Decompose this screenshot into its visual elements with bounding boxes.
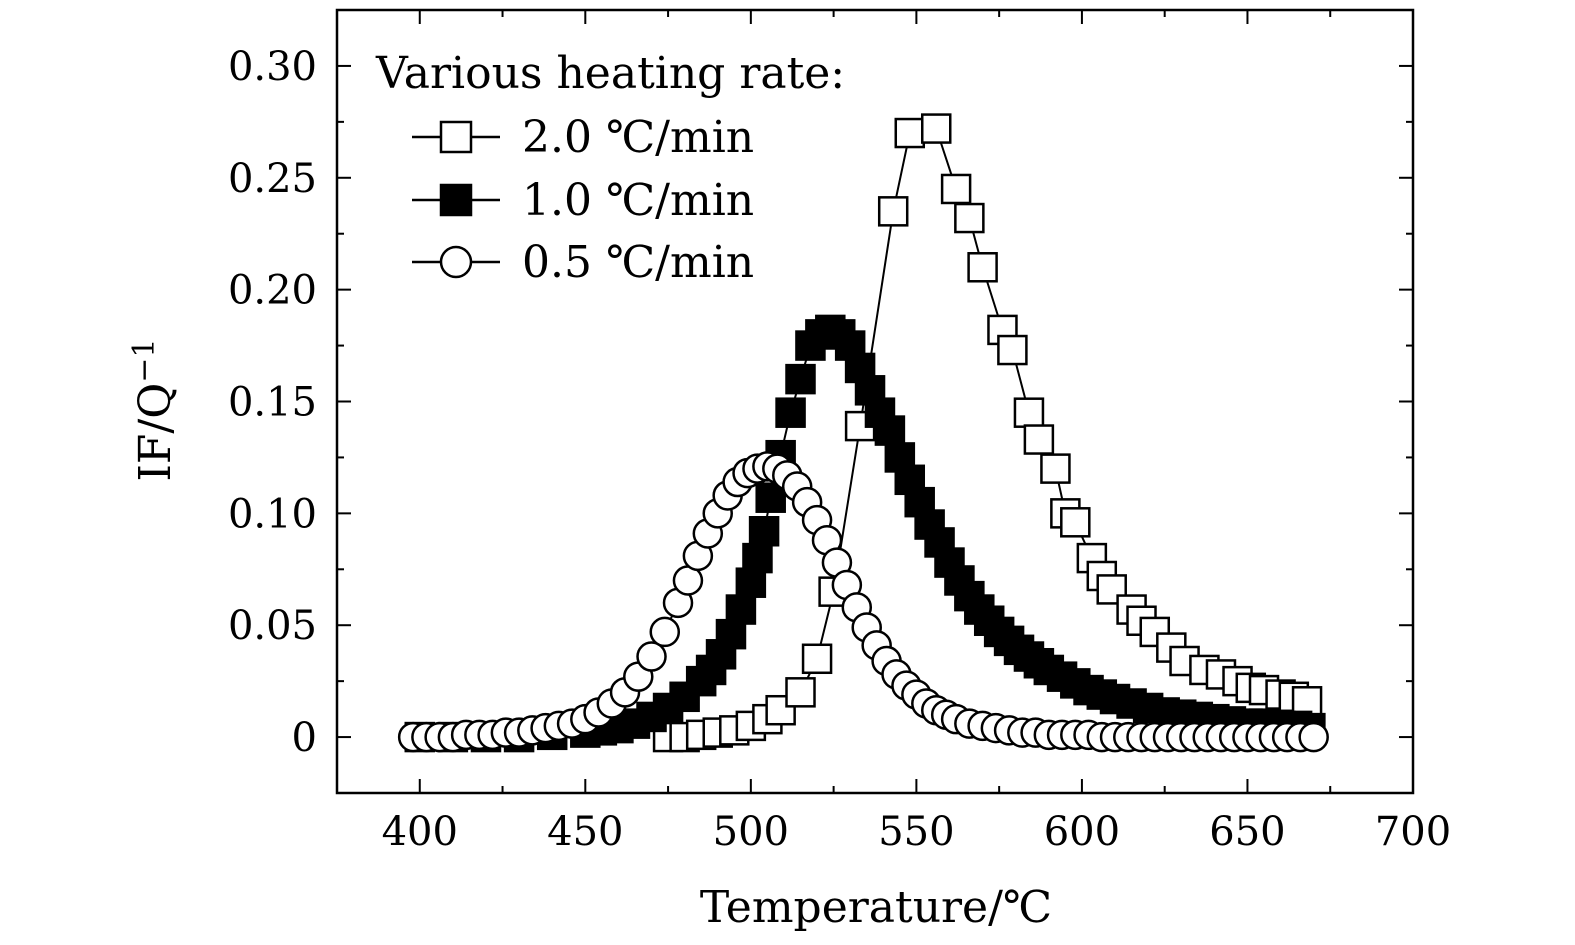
data-point — [1040, 453, 1071, 484]
legend-label: 2.0 ℃/min — [522, 112, 754, 163]
legend-title: Various heating rate: — [375, 48, 845, 99]
data-point — [725, 594, 757, 625]
data-point — [954, 202, 985, 234]
legend-label: 1.0 ℃/min — [522, 175, 754, 226]
data-point — [649, 616, 681, 648]
x-tick-label: 600 — [1044, 809, 1120, 855]
x-tick-label: 700 — [1375, 809, 1451, 855]
axes-layer: 400 450 500 550 600 650 700 0 0.05 0.10 0.15 0.20 0.… — [127, 8, 1451, 933]
y-axis-label-superscript: −1 — [127, 338, 162, 382]
data-point — [785, 677, 816, 708]
y-tick-label: 0.15 — [228, 380, 317, 426]
y-tick-label: 0 — [292, 715, 317, 761]
x-tick-label: 500 — [713, 809, 789, 855]
legend-label: 0.5 ℃/min — [522, 237, 754, 288]
data-point — [1013, 397, 1045, 428]
y-tick-label: 0.30 — [228, 44, 317, 90]
data-point — [785, 363, 816, 395]
x-tick-label: 450 — [547, 809, 623, 855]
data-point — [940, 173, 972, 205]
y-tick-label: 0.05 — [228, 603, 317, 649]
series-2 — [397, 451, 1329, 753]
data-point — [801, 643, 833, 675]
series-0 — [652, 113, 1323, 753]
data-point — [1291, 686, 1323, 717]
y-tick-label: 0.10 — [228, 491, 317, 537]
legend-marker — [439, 120, 473, 154]
data-point — [874, 415, 906, 446]
y-axis-label: IF/Q−1 — [127, 338, 181, 481]
x-axis-label: Temperature/℃ — [700, 882, 1052, 933]
data-point — [742, 542, 773, 574]
data-point — [715, 618, 747, 650]
data-point — [636, 641, 667, 672]
x-tick-label: 650 — [1209, 809, 1285, 855]
data-point — [1023, 424, 1055, 455]
data-point — [775, 397, 806, 428]
data-point — [877, 196, 909, 227]
y-axis-label-main: IF/Q — [130, 383, 181, 482]
y-tick-label: 0.25 — [228, 156, 317, 202]
legend-marker — [439, 245, 473, 279]
data-point — [997, 334, 1028, 366]
data-point — [967, 252, 998, 283]
data-point — [920, 113, 952, 144]
x-tick-label: 400 — [382, 809, 458, 855]
legend: Various heating rate: 2.0 ℃/min 1.0 ℃/min 0… — [375, 48, 845, 288]
data-point — [755, 482, 786, 513]
x-tick-label: 550 — [878, 809, 954, 855]
legend-marker — [439, 183, 473, 217]
y-tick-label: 0.20 — [228, 268, 317, 314]
data-point — [748, 516, 780, 547]
data-point — [1298, 721, 1329, 753]
series-layer — [397, 113, 1329, 753]
data-point — [1060, 507, 1091, 538]
data-point — [894, 117, 926, 149]
